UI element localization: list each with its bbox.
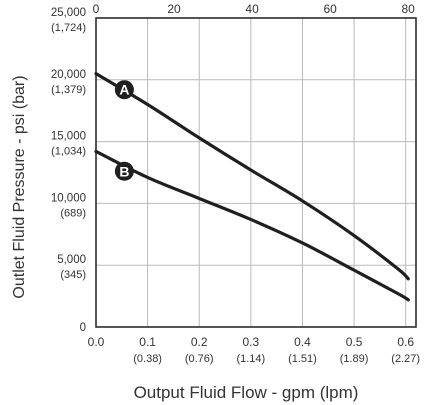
x-tick-sublabel: (1.89) [340, 353, 369, 365]
top-tick-label: 60 [323, 2, 337, 16]
y-tick-sublabel: (689) [60, 207, 86, 219]
x-tick-sublabel: (0.38) [133, 353, 162, 365]
x-tick-label: 0.5 [346, 335, 363, 349]
y-tick-sublabel: (1,379) [51, 84, 86, 96]
x-tick-sublabel: (2.27) [391, 353, 420, 365]
series-b-marker [114, 161, 134, 181]
y-tick-sublabel: (1,724) [51, 22, 86, 34]
y-tick-label: 15,000 [51, 131, 86, 143]
series-a-line [94, 72, 410, 281]
x-tick-label: 0.1 [139, 335, 156, 349]
x-tick-sublabel: (0.76) [185, 353, 214, 365]
series-b-line [94, 149, 410, 302]
grid [96, 18, 416, 327]
series-b-marker-label: B [119, 163, 129, 179]
x-tick-label: 0.4 [294, 335, 311, 349]
top-tick-label: 80 [402, 2, 416, 16]
series-a-marker [114, 80, 134, 100]
series: AB [94, 72, 410, 302]
y-tick-label: 5,000 [57, 254, 86, 266]
y-axis-title: Outlet Fluid Pressure - psi (bar) [11, 75, 28, 298]
y-tick-sublabel: (1,034) [51, 146, 86, 158]
x-axis: 0.0 0.1 (0.38) 0.2 (0.76) 0.3 (1.14) 0.4 (1.51) 0… [88, 335, 420, 365]
x-tick-sublabel: (1.14) [236, 353, 265, 365]
series-a-marker-label: A [119, 82, 129, 98]
y-tick-sublabel: (345) [60, 269, 86, 281]
y-axis: 0 5,000 (345) 10,000 (689) 15,000 (1,034) 20,00… [51, 7, 86, 334]
top-tick-label: 20 [167, 2, 181, 16]
y-tick-label: 20,000 [51, 69, 86, 81]
x-axis-title: Output Fluid Flow - gpm (lpm) [134, 383, 359, 402]
top-axis: 0 20 40 60 80 [93, 2, 416, 16]
x-tick-label: 0.6 [397, 335, 414, 349]
y-tick-label: 10,000 [51, 192, 86, 204]
x-tick-sublabel: (1.51) [288, 353, 317, 365]
y-tick-label: 25,000 [51, 7, 86, 19]
y-tick-label: 0 [80, 322, 86, 334]
x-tick-label: 0.0 [88, 335, 105, 349]
x-tick-label: 0.2 [191, 335, 208, 349]
top-tick-label: 0 [93, 2, 100, 16]
plot-frame [95, 17, 417, 328]
x-tick-label: 0.3 [242, 335, 259, 349]
top-tick-label: 40 [245, 2, 259, 16]
